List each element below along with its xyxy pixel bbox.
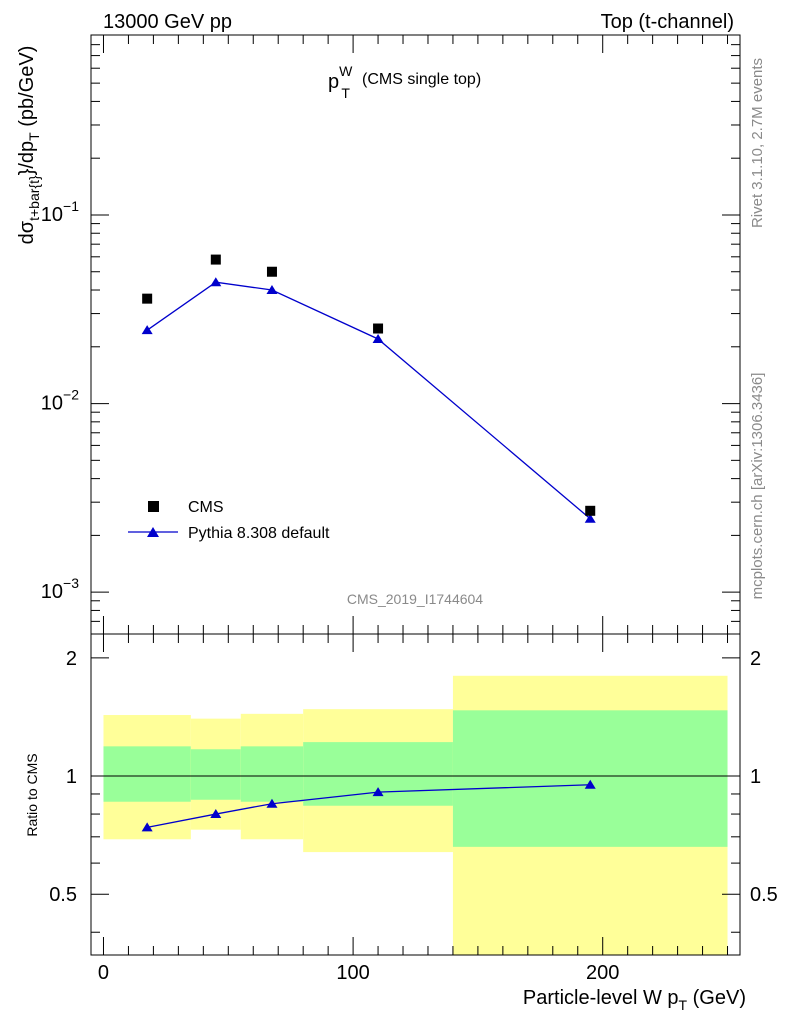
uncertainty-band-inner (190, 749, 241, 800)
mc-point (584, 513, 596, 523)
plot-title-sup: W (339, 63, 353, 79)
mc-point (266, 285, 278, 295)
y-tick-label: 10−1 (41, 198, 79, 226)
cms-point (142, 293, 153, 304)
main-panel: 10−3 10−2 10−1 pW T (CMS single top) dσt+ba… (16, 34, 741, 635)
ratio-y-tick-label-left: 2 (66, 648, 77, 670)
plot-title-sub: T (341, 85, 350, 101)
mc-line (146, 281, 591, 520)
ratio-point (266, 798, 278, 808)
ratio-panel: 0.5 0.5 1 1 2 2 0 100 200 Ratio to CMS Particle-… (24, 633, 778, 1013)
ratio-y-tick-label-right: 2 (750, 648, 761, 670)
cms-point (373, 323, 384, 334)
ratio-series (141, 779, 596, 832)
header-energy: 13000 GeV pp (103, 11, 232, 33)
plot-title-extra: (CMS single top) (362, 71, 481, 88)
cms-point (210, 254, 221, 265)
ratio-y-tick-label-right: 1 (750, 766, 761, 788)
ratio-point (584, 779, 596, 789)
uncertainty-band-inner (240, 746, 304, 802)
header-process: Top (t-channel) (601, 11, 734, 33)
ratio-y-tick-label-right: 0.5 (750, 884, 778, 906)
cms-point (266, 266, 277, 277)
ratio-panel-frame (90, 633, 741, 956)
uncertainty-band-inner (303, 742, 453, 806)
main-panel-y-tick-labels: 10−3 10−2 10−1 (41, 198, 79, 603)
main-y-axis-label: dσt+bar{t}}/dpT (pb/GeV) (16, 46, 42, 245)
legend: CMS Pythia 8.308 default (128, 499, 330, 542)
uncertainty-band-inner (452, 710, 728, 847)
ratio-point (372, 787, 384, 797)
ratio-bands (103, 675, 728, 955)
ratio-y-axis-label: Ratio to CMS (24, 753, 40, 836)
y-tick-label: 10−2 (41, 387, 79, 415)
x-tick-label: 0 (98, 962, 109, 984)
legend-label-mc: Pythia 8.308 default (188, 525, 330, 542)
mc-point (372, 333, 384, 343)
legend-label-cms: CMS (188, 499, 224, 516)
mc-point (141, 325, 153, 335)
ratio-panel-tick-labels: 0.5 0.5 1 1 2 2 0 100 200 (49, 648, 778, 984)
main-panel-frame (90, 34, 741, 635)
ratio-y-tick-label-left: 1 (66, 766, 77, 788)
y-tick-label: 10−3 (41, 575, 79, 603)
side-source-label: mcplots.cern.ch [arXiv:1306.3436] (749, 373, 766, 600)
x-tick-label: 100 (336, 962, 369, 984)
legend-marker-mc (147, 527, 159, 537)
x-tick-label: 200 (586, 962, 619, 984)
x-axis-label: Particle-level W pT (GeV) (523, 987, 746, 1013)
main-panel-series (141, 254, 596, 523)
cms-point (585, 505, 596, 516)
plot-title-main: p (328, 71, 339, 93)
ratio-point (141, 822, 153, 832)
ratio-panel-ticks (91, 634, 740, 955)
mc-point (210, 277, 222, 287)
main-panel-ticks (91, 34, 740, 635)
ratio-y-tick-label-left: 0.5 (49, 884, 77, 906)
legend-marker-cms (148, 501, 159, 512)
plot-title: pW T (328, 63, 353, 101)
analysis-watermark: CMS_2019_I1744604 (347, 591, 483, 607)
side-events-label: Rivet 3.1.10, 2.7M events (749, 58, 766, 228)
ratio-point (210, 809, 222, 819)
uncertainty-band-inner (103, 746, 191, 802)
